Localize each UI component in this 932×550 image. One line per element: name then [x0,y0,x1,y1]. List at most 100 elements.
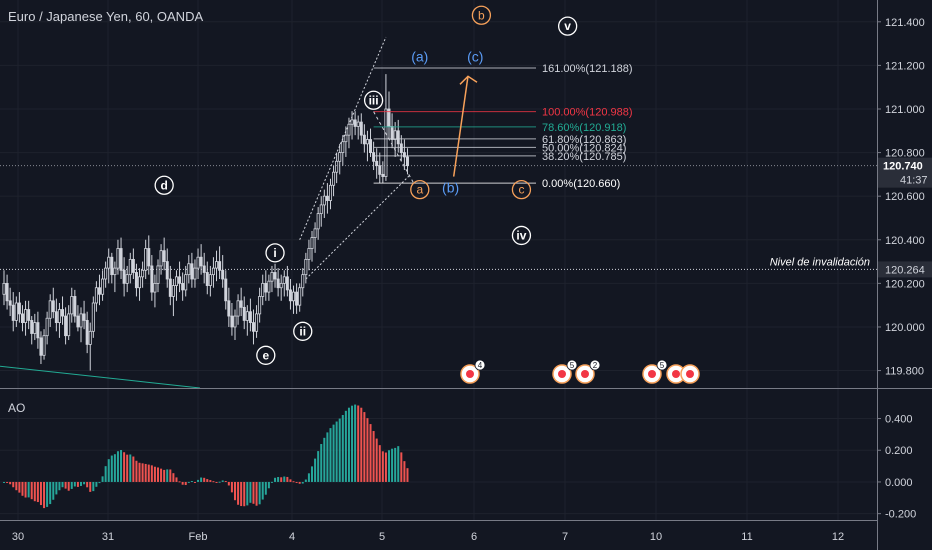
candle [199,244,203,275]
candle [242,296,246,330]
candle [335,152,339,184]
candle [144,239,148,280]
invalidation-label: Nivel de invalidación [770,256,870,268]
candle-body [193,267,197,280]
ao-bar [138,462,141,482]
ao-bar [295,481,298,483]
candle-body [332,171,336,186]
current-price-label: 120.740 [883,161,923,173]
candle [20,305,24,332]
price-pane[interactable]: Nivel de invalidación 161.00%(121.188) 100… [0,36,877,389]
ao-pane[interactable] [3,404,409,509]
ao-bar [375,438,378,482]
event-badge-count-bg [656,359,668,371]
candle-body [42,335,46,356]
channel-upper [299,36,387,240]
candle-body [24,309,28,324]
event-badge-dot [581,370,589,378]
event-badge-dot [466,370,474,378]
wave-label-text: iii [369,93,379,107]
candle [267,274,271,301]
candle [295,283,299,314]
candle-body [33,322,37,334]
ao-bar [234,481,236,501]
candle-body [113,267,117,276]
ao-bar [144,463,147,482]
candle [362,124,366,153]
candle-body [233,315,237,328]
bar-countdown: 41:37 [900,175,928,187]
candle [138,268,142,301]
ao-bar [372,431,375,482]
wave-label-text: b [478,8,485,22]
candle-body [255,313,259,332]
wave-label-iv: iv [511,225,532,246]
ao-bar [406,468,409,482]
ao-bar [301,481,304,484]
ao-bar [200,477,203,482]
ao-bar [221,480,224,482]
ao-bar [6,481,9,483]
ao-bar [378,445,381,482]
candle [276,268,280,297]
candle [230,302,234,336]
candle-body [30,320,34,334]
ao-bar [178,481,181,483]
wave-label-a: (a) [411,49,428,65]
ao-bar [227,481,230,486]
candle [341,135,345,166]
candle-body [350,119,354,125]
candle [184,265,188,297]
ao-bar [209,480,212,482]
candle-body [202,265,206,273]
candle [375,148,379,179]
candle-body [338,152,342,162]
ao-bar [384,452,387,482]
ao-bar [357,405,360,482]
candle-body [375,160,379,167]
ao-bar [237,481,240,505]
projection-arrowhead [459,75,478,85]
candle [251,309,255,345]
candle-body [11,304,15,321]
ao-bar [33,481,36,502]
time-tick-label: 4 [289,531,295,543]
price-tick-label: 119.800 [885,366,924,378]
candle-body [8,300,12,306]
candle-body [369,139,373,153]
candle-body [141,269,145,278]
fib-trend [373,111,415,184]
invalidation-price-label: 120.264 [885,264,925,276]
fib-label-0: 161.00%(121.188) [542,63,633,75]
event-badge [666,364,686,384]
ao-bar [264,481,267,495]
ao-bar [27,481,30,498]
candle-body [134,272,138,289]
ao-bar [323,437,326,482]
ao-bar [132,456,135,482]
candle [101,270,105,301]
candle [359,113,363,144]
candle-body [295,291,299,306]
wave-label-ring [256,345,276,365]
candle-body [107,256,111,269]
ao-bar [267,481,270,489]
ao-tick-label: 0.200 [885,445,913,457]
ao-bar [203,477,206,482]
candle-body [2,282,6,295]
candle [165,248,169,288]
candle-body [372,152,376,162]
candle-body [261,282,265,297]
candle-body [196,256,200,269]
candle [54,298,58,332]
candle-body [150,265,154,293]
wave-label-text: d [160,178,167,192]
candle [322,189,326,218]
candle [187,255,191,284]
ao-bar [197,479,200,482]
ao-bar [76,481,79,487]
ao-bar [61,481,64,488]
ao-bar [369,424,372,482]
ao-bar [286,476,289,482]
candle [33,313,37,341]
